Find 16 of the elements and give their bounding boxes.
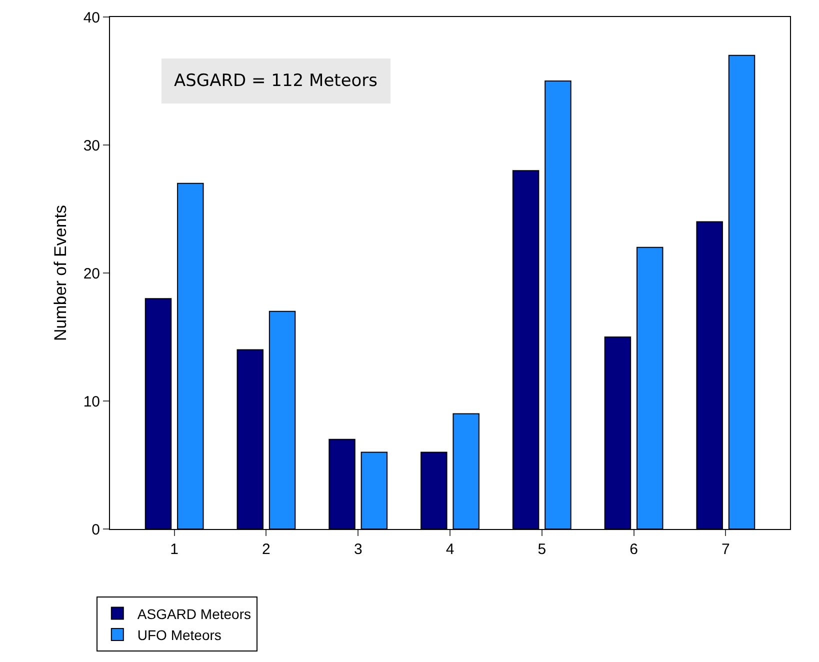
- x-tick-label: 5: [538, 541, 546, 558]
- legend-label: ASGARD Meteors: [137, 606, 251, 622]
- y-tick-label: 30: [83, 137, 100, 154]
- x-tick-label: 1: [170, 541, 178, 558]
- x-tick-label: 3: [354, 541, 362, 558]
- legend-label: UFO Meteors: [137, 626, 222, 643]
- x-tick-label: 7: [722, 541, 730, 558]
- y-axis-title: Number of Events: [51, 204, 70, 342]
- x-tick-label: 6: [630, 541, 638, 558]
- x-tick-label: 2: [262, 541, 270, 558]
- y-tick-label: 20: [83, 265, 100, 282]
- annotation: ASGARD = 112 Meteors: [174, 71, 378, 91]
- y-tick-label: 40: [83, 9, 100, 26]
- y-tick-label: 0: [92, 521, 100, 538]
- x-tick-label: 4: [446, 541, 454, 558]
- y-tick-label: 10: [83, 393, 100, 410]
